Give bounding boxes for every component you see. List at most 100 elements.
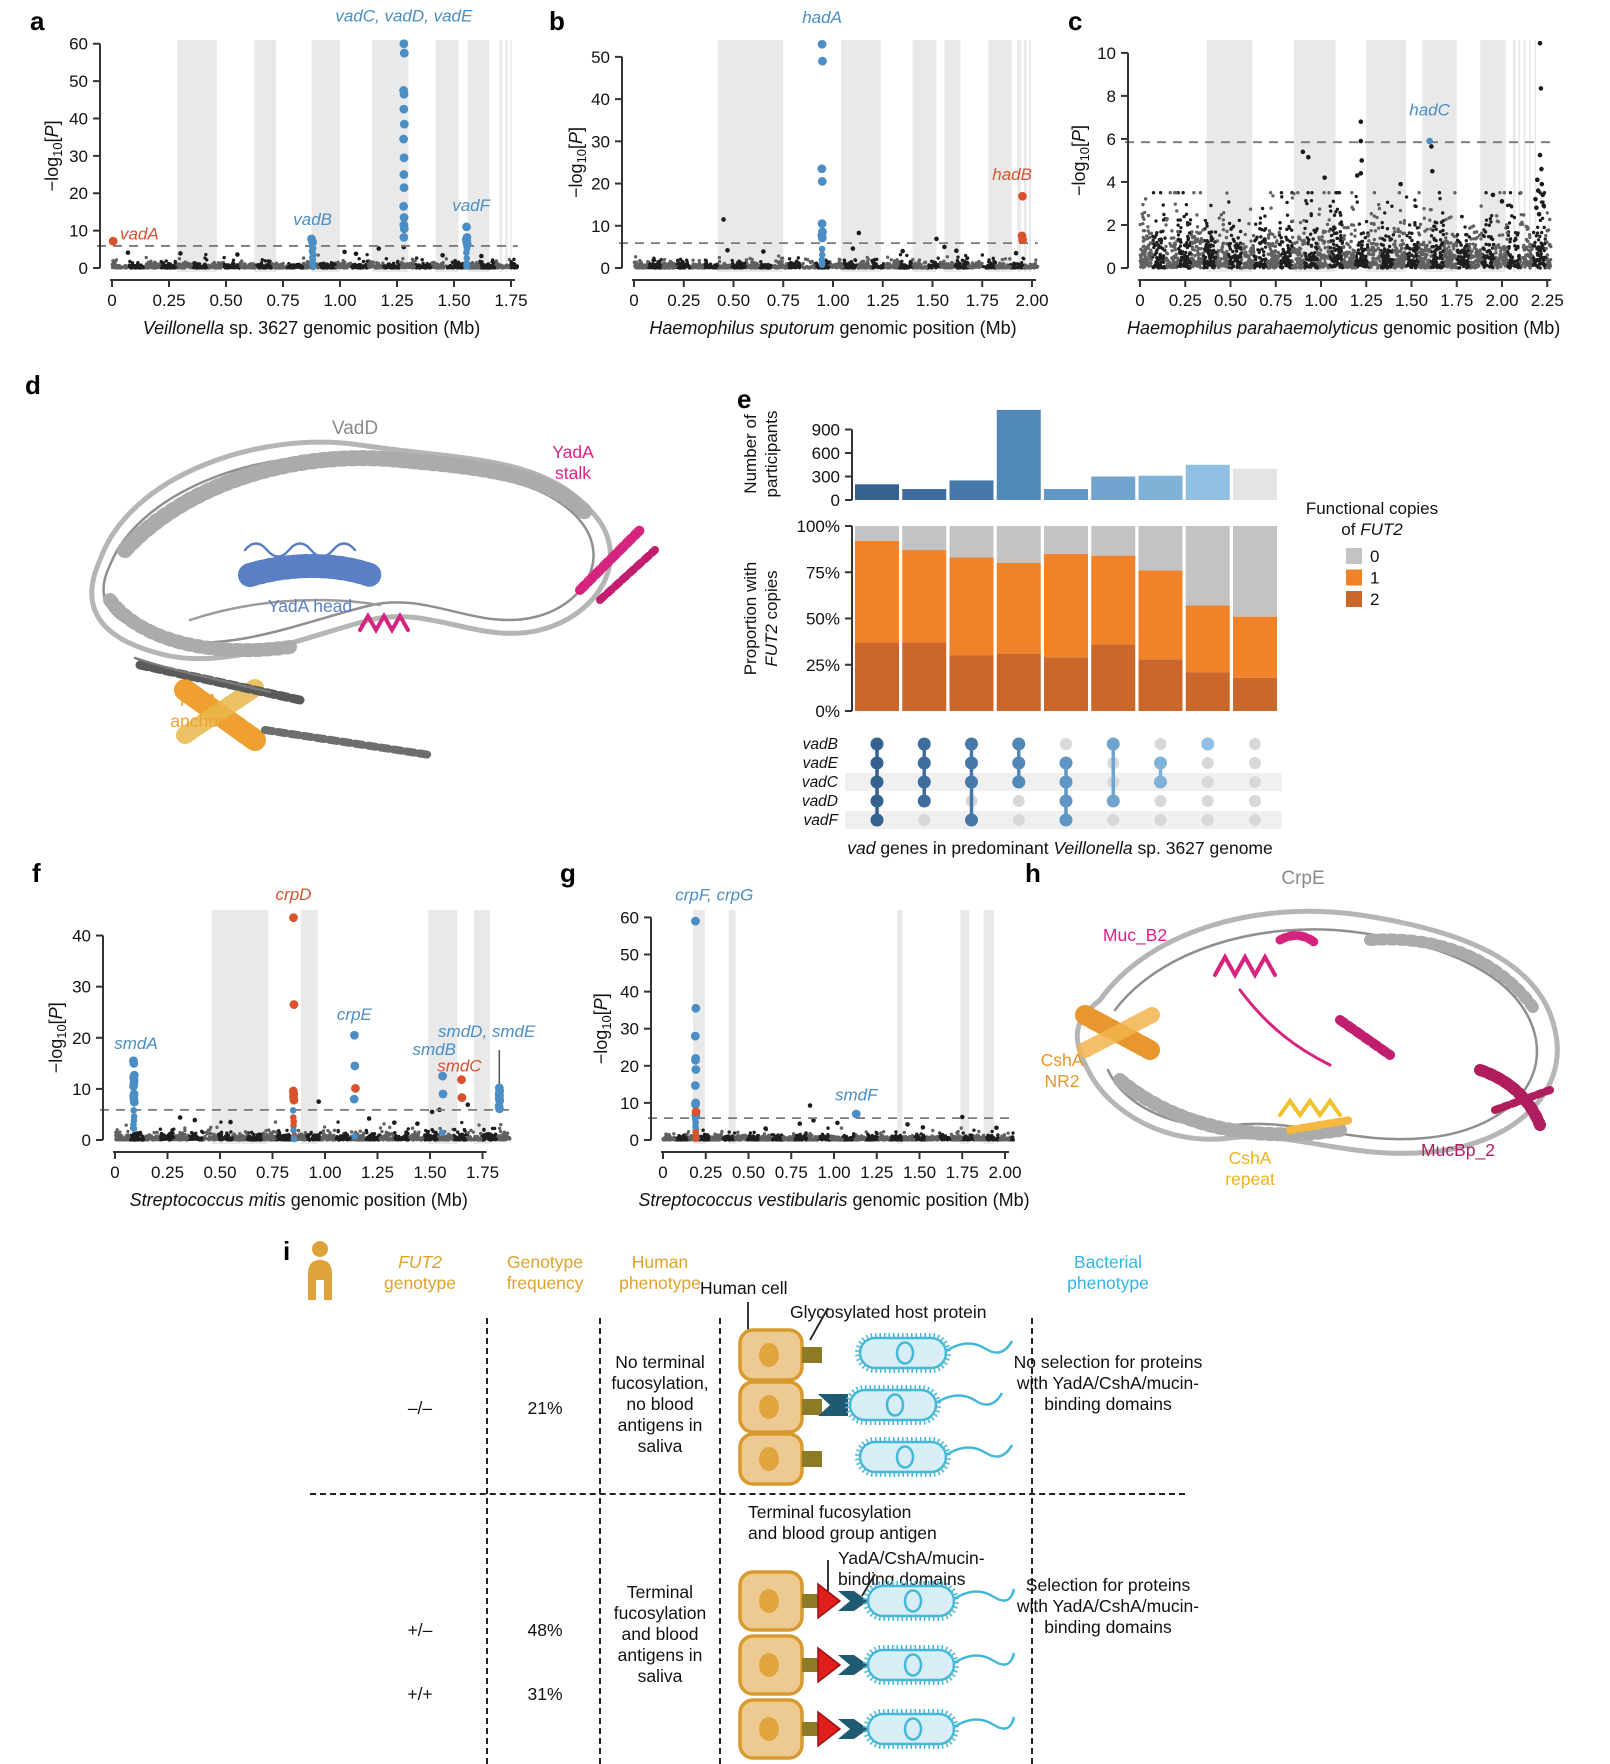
hist-ytick-600: 600 (812, 444, 840, 463)
background-points (632, 217, 1040, 270)
yada-head-label: YadA head (267, 596, 353, 616)
x-tick-f-0.75: 0.75 (256, 1163, 289, 1182)
upset-caption: vad genes in predominant Veillonella sp.… (847, 838, 1273, 858)
hist-ytick-300: 300 (812, 468, 840, 487)
header-fut2-genotype: FUT2 genotype (383, 1252, 456, 1293)
panel-label-e: e (737, 384, 752, 414)
vadd-ribbon (89, 439, 659, 759)
x-tick-c-1.75: 1.75 (1440, 291, 1473, 310)
divider-phenotype-diagram (719, 1318, 721, 1764)
x-tick-c-0.25: 0.25 (1169, 291, 1202, 310)
x-tick-a-1.50: 1.50 (437, 291, 470, 310)
y-tick-c-2: 2 (1107, 216, 1116, 235)
hist-bar-2 (902, 489, 947, 500)
stack-ytick-25%: 25% (806, 656, 840, 675)
x-tick-f-0: 0 (110, 1163, 119, 1182)
manhattan-plot-a: vadA vadB vadC, vadD, vadE vadF 0 10 20 30 40 50 6… (10, 0, 555, 350)
legend-swatch-1 (1346, 569, 1362, 586)
y-tick-b-10: 10 (591, 217, 610, 236)
y-tick-c-8: 8 (1107, 87, 1116, 106)
fut2-proportion-stacked: 0% 25% 50% 75% 100% Proportion with FUT2 copie… (741, 517, 1277, 721)
y-tick-a-0: 0 (79, 259, 88, 278)
x-tick-a-0.25: 0.25 (152, 291, 185, 310)
legend-entry-2: 2 (1370, 590, 1379, 609)
nonsecretor-diagram (700, 1300, 1050, 1501)
human-cell-label: Human cell (700, 1278, 788, 1298)
person-icon (300, 1240, 340, 1307)
divider-frequency-phenotype (599, 1318, 601, 1764)
gene-label-hadC: hadC (1409, 100, 1450, 119)
y-tick-f-30: 30 (72, 978, 91, 997)
x-tick-b-0.75: 0.75 (767, 291, 800, 310)
axes: 0 10 20 30 40 50 0 0.25 0.50 0.75 1.00 1.25 1.50 1.75… (591, 48, 1048, 310)
header-human-phenotype: Human phenotype (619, 1252, 701, 1293)
x-tick-b-1.25: 1.25 (866, 291, 899, 310)
panel-label-d: d (25, 370, 41, 400)
x-tick-c-1.00: 1.00 (1304, 291, 1337, 310)
x-tick-f-1.00: 1.00 (308, 1163, 341, 1182)
x-tick-b-1.75: 1.75 (966, 291, 999, 310)
frequency-value-1: 21% (527, 1398, 563, 1418)
manhattan-plot-g: crpF, crpG smdF 0 10 20 30 40 50 60 0 0.25 0.50 0.75… (545, 855, 1050, 1220)
y-tick-g-40: 40 (620, 983, 639, 1002)
csha-nr2-label: CshA NR2 (1040, 1050, 1084, 1091)
hist-ytick-0: 0 (831, 491, 840, 510)
panel-label-b: b (549, 6, 565, 36)
y-tick-g-20: 20 (620, 1057, 639, 1076)
upset-row-vadD: vadD (802, 793, 838, 810)
gene-label-crpD: crpD (276, 885, 312, 904)
manhattan-plot-f: smdA crpD crpE smdB smdC smdD, smdE 0 10 20 30 40 0… (20, 855, 540, 1220)
divider-rows (310, 1493, 1185, 1495)
gene-label-smdA: smdA (114, 1034, 157, 1053)
gene-label-smdC: smdC (437, 1057, 482, 1076)
y-tick-g-10: 10 (620, 1094, 639, 1113)
x-tick-g-1.00: 1.00 (817, 1163, 850, 1182)
x-axis-label-f: Streptococcus mitis genomic position (Mb… (130, 1190, 468, 1210)
fut2-copies-chart: 0 300 600 900 Number of participants 0% 25% 50% 7… (660, 380, 1460, 865)
panel-label-g: g (560, 858, 576, 888)
x-tick-f-0.25: 0.25 (151, 1163, 184, 1182)
bacterial-phenotype-2: Selection for proteins with YadA/CshA/mu… (1016, 1575, 1200, 1637)
y-axis-label-g: −log10[P] (591, 993, 614, 1064)
x-tick-g-2.00: 2.00 (988, 1163, 1021, 1182)
y-tick-c-4: 4 (1107, 173, 1116, 192)
divider-genotype-frequency (486, 1318, 488, 1764)
glycosylated-protein-label: Glycosylated host protein (790, 1302, 987, 1322)
x-tick-c-0.50: 0.50 (1214, 291, 1247, 310)
panel-label-a: a (30, 6, 45, 36)
highlight-crpf-crpg: crpF, crpG (675, 886, 753, 1133)
stack-ylabel-1: Proportion with (741, 562, 760, 675)
legend-entry-0: 0 (1370, 547, 1379, 566)
y-tick-f-20: 20 (72, 1029, 91, 1048)
y-tick-f-10: 10 (72, 1080, 91, 1099)
x-tick-b-0.25: 0.25 (667, 291, 700, 310)
y-tick-b-50: 50 (591, 48, 610, 67)
x-tick-b-1.50: 1.50 (916, 291, 949, 310)
hist-bar-5 (1044, 489, 1088, 500)
legend-title-1: Functional copies (1306, 499, 1438, 518)
yada-stalk-label: YadA stalk (552, 442, 594, 483)
x-tick-c-0: 0 (1135, 291, 1144, 310)
highlight-hada: hadA (802, 8, 842, 268)
y-tick-c-6: 6 (1107, 130, 1116, 149)
frequency-value-2: 48% (527, 1620, 563, 1640)
human-phenotype-2: Terminal fucosylation and blood antigens… (613, 1582, 707, 1686)
manhattan-svg-a: vadA vadB vadC, vadD, vadE vadF 0 10 20 30 40 50 6… (42, 6, 528, 338)
x-tick-c-0.75: 0.75 (1259, 291, 1292, 310)
frequency-value-3: 31% (527, 1684, 563, 1704)
secretor-svg (738, 1560, 1016, 1760)
x-tick-b-1.00: 1.00 (816, 291, 849, 310)
y-axis-label-b: −log10[P] (566, 127, 589, 198)
gene-label-hadA: hadA (802, 8, 842, 27)
hist-bar-8 (1185, 464, 1230, 500)
mucbp-2-label: MucBp_2 (1421, 1140, 1495, 1160)
vad-genes-upset: vadB vadE vadC vadD vadF vad genes in predomi… (802, 736, 1282, 858)
divider-diagram-bacterial (1031, 1318, 1033, 1764)
highlight-vadb: vadB (293, 210, 332, 271)
y-tick-b-30: 30 (591, 132, 610, 151)
fut2-legend: Functional copies of FUT2 0 1 2 (1306, 499, 1438, 609)
header-bacterial-phenotype: Bacterial phenotype (1067, 1252, 1149, 1293)
x-tick-c-1.50: 1.50 (1395, 291, 1428, 310)
x-tick-b-0: 0 (629, 291, 638, 310)
legend-entry-1: 1 (1370, 569, 1379, 588)
